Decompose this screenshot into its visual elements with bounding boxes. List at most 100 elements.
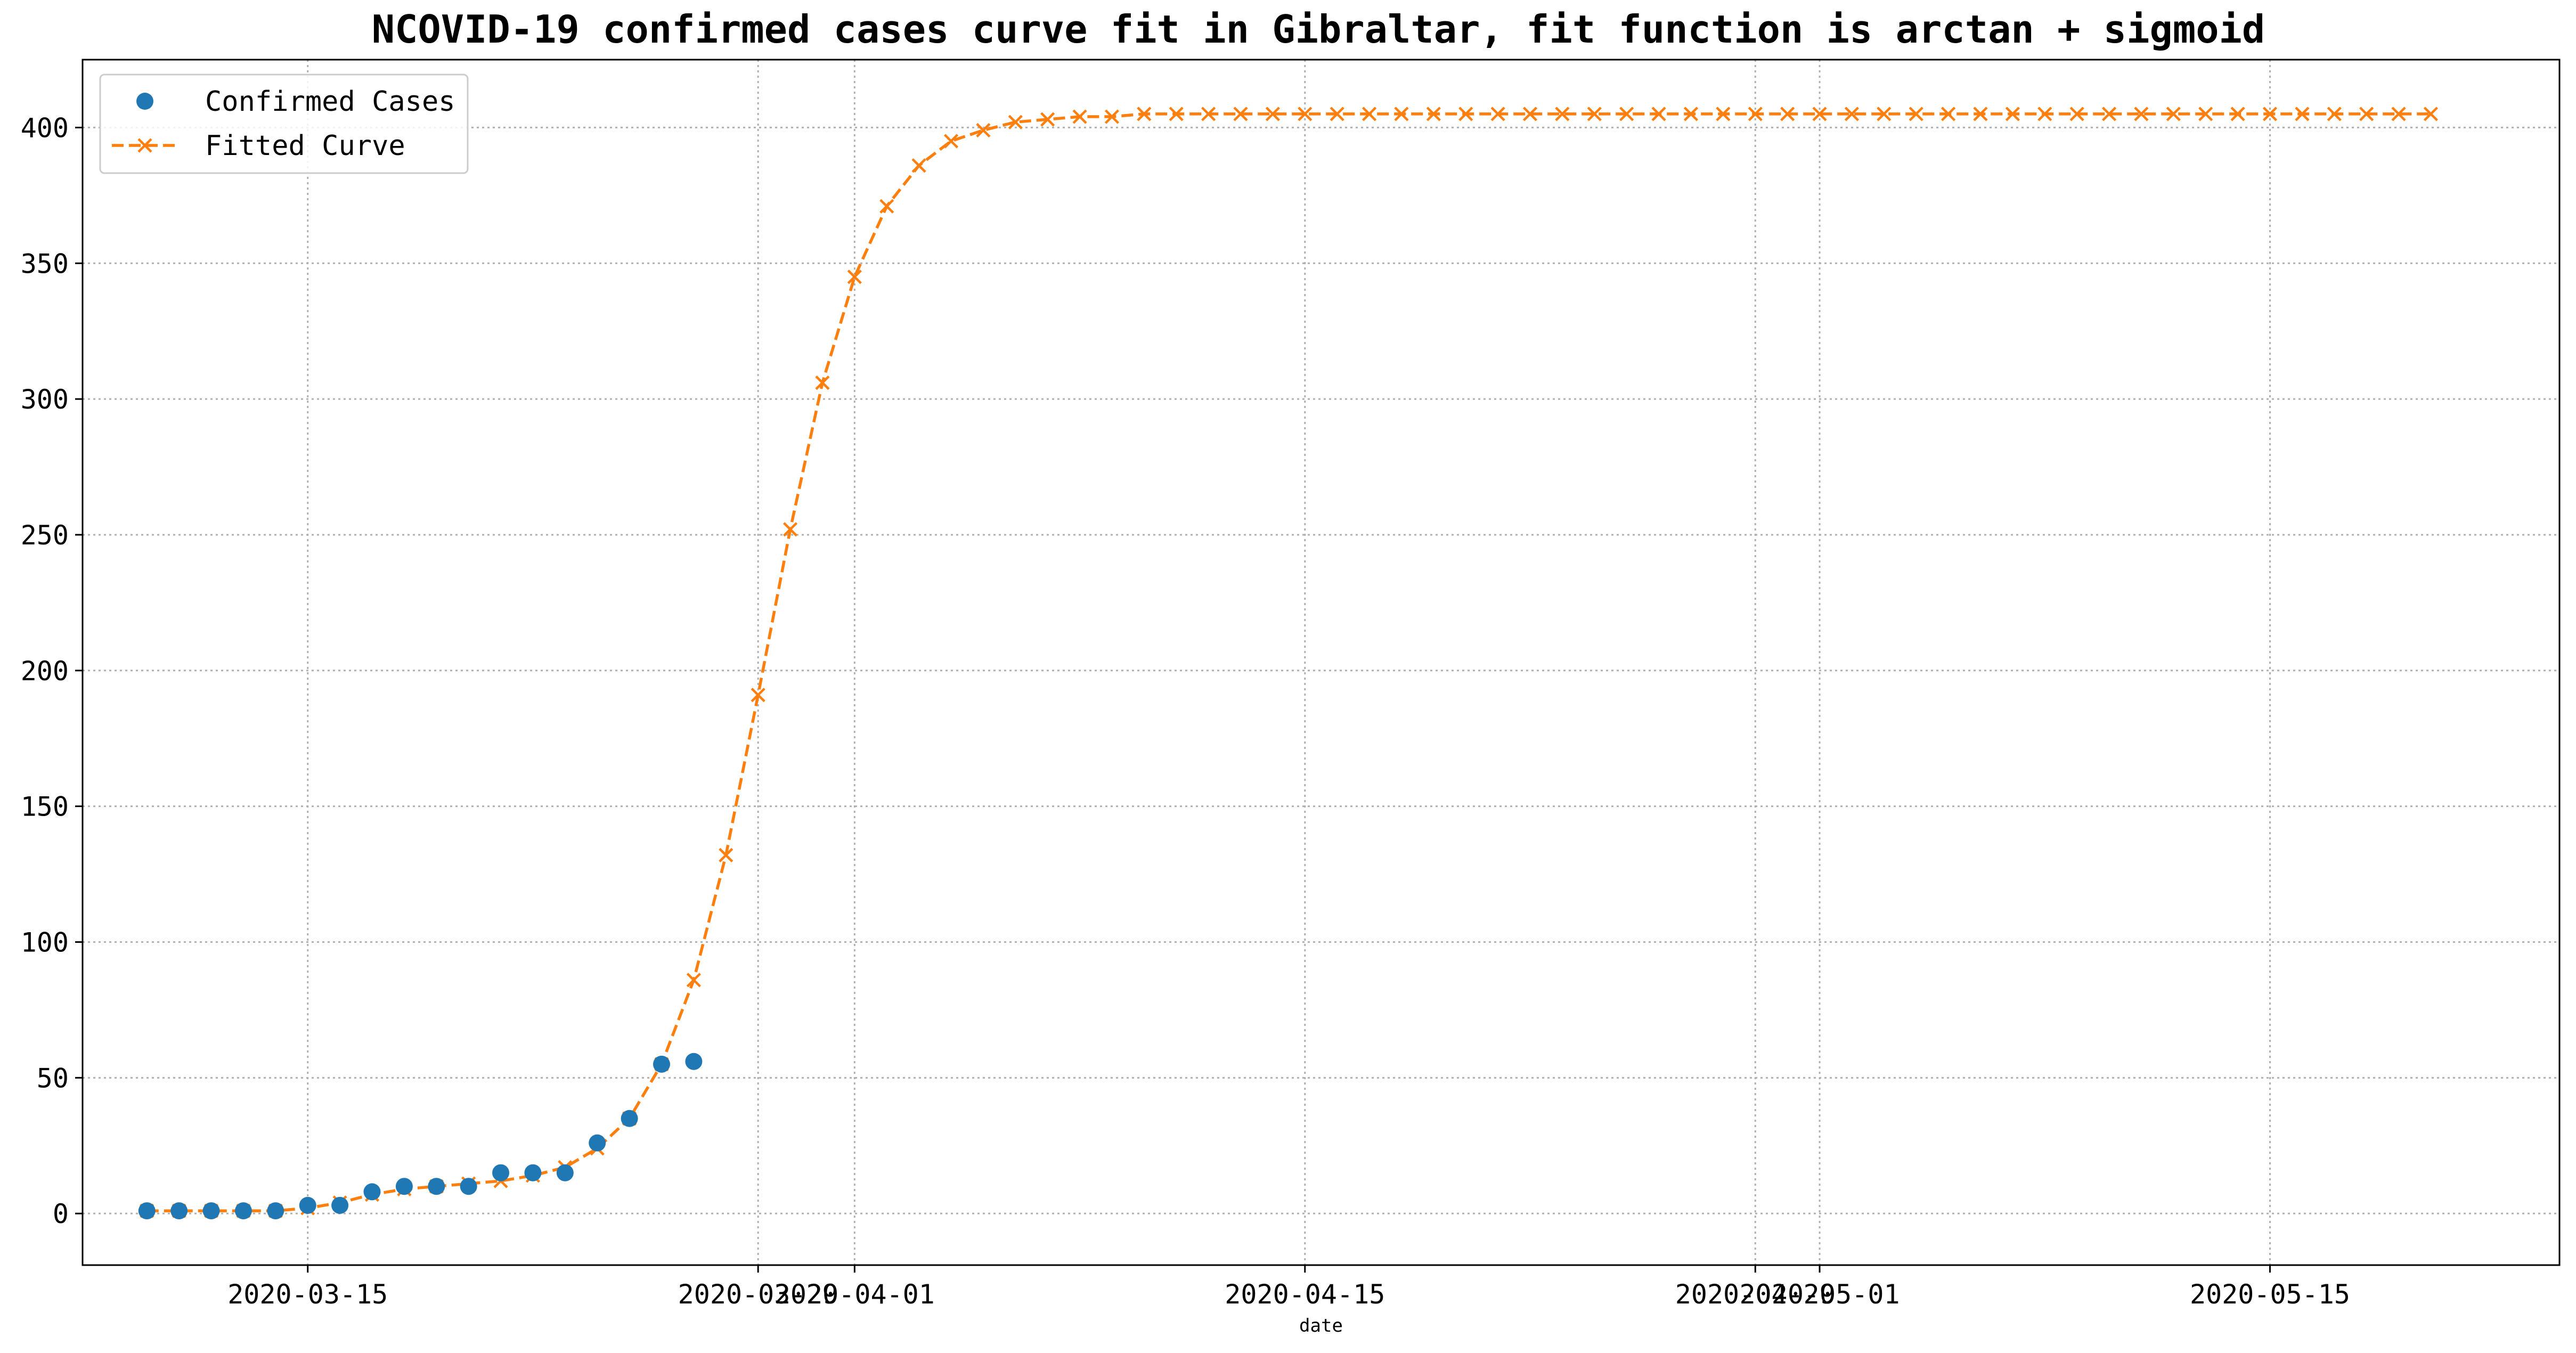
confirmed-case-point [395, 1178, 413, 1195]
y-tick-label: 250 [21, 520, 69, 551]
confirmed-case-point [685, 1053, 703, 1070]
x-tick-label: 2020-04-29 [1675, 1279, 1836, 1310]
fitted-curve-point [782, 522, 798, 537]
fitted-curve-point [815, 375, 830, 390]
fitted-curve-point [1104, 109, 1120, 124]
fitted-curve-point [1748, 107, 1763, 121]
fitted-curve-point [2005, 107, 2020, 121]
fitted-curve-point [1265, 107, 1281, 121]
confirmed-case-point [653, 1055, 671, 1073]
legend-box [99, 74, 469, 174]
fitted-curve-point [2295, 107, 2310, 121]
y-tick-label: 300 [21, 384, 69, 415]
legend: Confirmed Cases Fitted Curve [99, 74, 469, 174]
fitted-curve-point [1298, 107, 1313, 121]
fitted-curve-point [1040, 112, 1055, 127]
fitted-curve-point [2230, 107, 2245, 121]
fitted-curve-point [751, 688, 765, 703]
y-tick-label: 400 [21, 112, 69, 143]
fitted-curve-point [1072, 109, 1087, 124]
x-tick-label: 2020-03-15 [227, 1279, 388, 1310]
y-tick-label: 200 [21, 656, 69, 687]
y-tick-label: 350 [21, 248, 69, 279]
x-tick-label: 2020-04-15 [1225, 1279, 1385, 1310]
fitted-curve-point [976, 123, 991, 138]
fitted-curve-point [2166, 107, 2181, 121]
axes: 0 50 100 150 200 250 300 350 400 2020-03-15 2020-0… [21, 112, 2350, 1310]
fitted-curve-point [1362, 107, 1377, 121]
fitted-curve-point [1812, 107, 1827, 121]
y-tick-label: 150 [21, 792, 69, 822]
fitted-curve-point [1008, 115, 1023, 129]
fitted-curve-point [1458, 107, 1473, 121]
legend-marker-confirmed [136, 93, 153, 110]
plot-series [138, 107, 2439, 1220]
confirmed-case-point [363, 1183, 381, 1201]
x-axis-label: date [1299, 1315, 1343, 1336]
confirmed-case-point [589, 1134, 606, 1152]
fitted-curve-point [1973, 107, 1988, 121]
fitted-curve-point [911, 158, 926, 173]
legend-label-confirmed: Confirmed Cases [205, 86, 455, 118]
x-tick-label: 2020-05-01 [1740, 1279, 1900, 1310]
chart-title: NCOVID-19 confirmed cases curve fit in G… [372, 7, 2265, 52]
fitted-curve-point [1490, 107, 1505, 121]
fitted-curve-point [1683, 107, 1699, 121]
fitted-curve-point [1651, 107, 1666, 121]
fitted-curve-point [1201, 107, 1216, 121]
fitted-curve-point [1233, 107, 1248, 121]
confirmed-case-point [428, 1178, 445, 1195]
grid-lines [83, 60, 2559, 1265]
plot-frame [81, 59, 2561, 1266]
fitted-curve-point [879, 199, 894, 214]
confirmed-case-point [524, 1164, 542, 1181]
fitted-curve-point [2359, 107, 2374, 121]
confirmed-case-point [202, 1202, 220, 1220]
fitted-curve-point [1844, 107, 1860, 121]
fitted-curve-point [1330, 107, 1344, 121]
fitted-curve-point [1780, 107, 1795, 121]
x-tick-label: 2020-05-15 [2190, 1279, 2350, 1310]
fitted-curve-point [2423, 107, 2439, 121]
fitted-curve-point [1555, 107, 1570, 121]
fitted-curve-point [1169, 107, 1184, 121]
fitted-curve-point [2101, 107, 2117, 121]
confirmed-case-point [170, 1202, 188, 1220]
confirmed-case-point [492, 1164, 510, 1181]
fitted-curve-point [2198, 107, 2213, 121]
fitted-curve-point [1394, 107, 1409, 121]
fitted-curve-point [1137, 107, 1152, 121]
fitted-curve-point [943, 134, 959, 149]
fitted-curve-point [2037, 107, 2052, 121]
fitted-curve-point [1877, 107, 1892, 121]
confirmed-case-point [234, 1202, 252, 1220]
confirmed-case-point [331, 1196, 349, 1214]
fitted-curve-point [1587, 107, 1602, 121]
fitted-curve-point [1426, 107, 1441, 121]
confirmed-case-point [267, 1202, 284, 1220]
y-tick-label: 0 [53, 1199, 69, 1229]
fitted-curve-point [719, 847, 733, 862]
y-tick-label: 50 [37, 1063, 69, 1094]
x-tick-label: 2020-04-01 [775, 1279, 935, 1310]
y-tick-label: 100 [21, 927, 69, 958]
fitted-curve-point [2327, 107, 2342, 121]
fitted-curve-point [1716, 107, 1731, 121]
fitted-curve-point [686, 973, 701, 988]
confirmed-case-point [460, 1178, 477, 1195]
fitted-curve-point [847, 270, 862, 284]
x-tick-label: 2020-03-29 [678, 1279, 838, 1310]
fitted-curve-point [2391, 107, 2406, 121]
legend-label-fitted: Fitted Curve [205, 130, 405, 162]
legend-marker-fitted [137, 138, 152, 153]
fitted-curve-point [1619, 107, 1634, 121]
fitted-curve-point [2134, 107, 2149, 121]
confirmed-case-point [138, 1202, 156, 1220]
confirmed-case-point [621, 1110, 638, 1127]
fitted-curve-point [1522, 107, 1538, 121]
confirmed-case-point [299, 1196, 316, 1214]
fitted-curve-point [2069, 107, 2084, 121]
fitted-curve-point [2262, 107, 2278, 121]
